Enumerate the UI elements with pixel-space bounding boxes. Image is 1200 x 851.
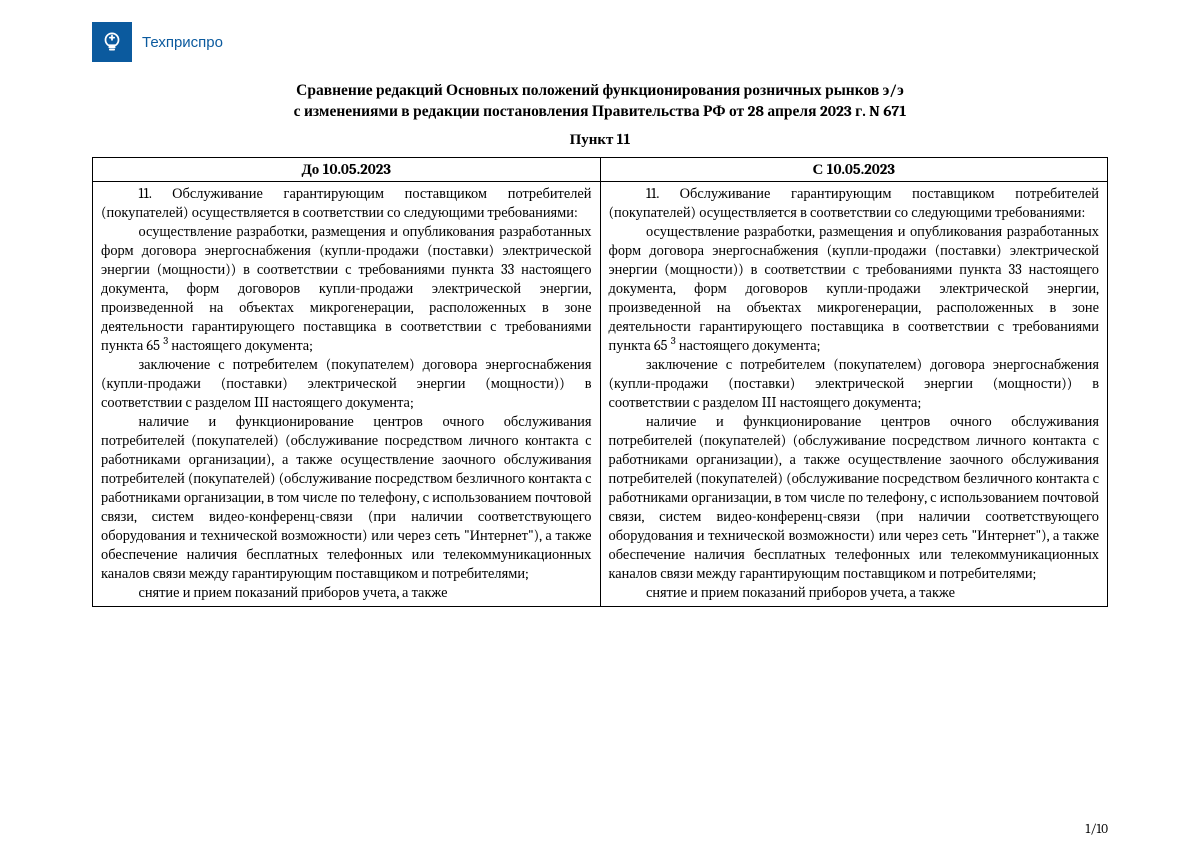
para: наличие и функционирование центров очног…: [101, 412, 592, 583]
para: наличие и функционирование центров очног…: [609, 412, 1100, 583]
cell-before: 11. Обслуживание гарантирующим поставщик…: [93, 181, 601, 606]
para: снятие и прием показаний приборов учета,…: [609, 583, 1100, 602]
para: снятие и прием показаний приборов учета,…: [101, 583, 592, 602]
text: настоящего документа;: [168, 337, 313, 354]
para: заключение с потребителем (покупателем) …: [609, 355, 1100, 412]
text: настоящего документа;: [676, 337, 821, 354]
section-label: Пункт 11: [92, 130, 1108, 149]
text: осуществление разработки, размещения и о…: [609, 223, 1100, 354]
title-line-2: с изменениями в редакции постановления П…: [92, 101, 1108, 122]
cell-after: 11. Обслуживание гарантирующим поставщик…: [600, 181, 1108, 606]
para: осуществление разработки, размещения и о…: [609, 222, 1100, 355]
para: осуществление разработки, размещения и о…: [101, 222, 592, 355]
para: заключение с потребителем (покупателем) …: [101, 355, 592, 412]
title-line-1: Сравнение редакций Основных положений фу…: [92, 80, 1108, 101]
col-header-after: С 10.05.2023: [600, 157, 1108, 181]
col-header-before: До 10.05.2023: [93, 157, 601, 181]
comparison-table: До 10.05.2023 С 10.05.2023 11. Обслужива…: [92, 157, 1108, 607]
text: осуществление разработки, размещения и о…: [101, 223, 592, 354]
brand-header: Техприспро: [92, 22, 1108, 62]
document-title-block: Сравнение редакций Основных положений фу…: [92, 80, 1108, 149]
logo-icon: [92, 22, 132, 62]
page-number: 1/10: [1085, 822, 1108, 837]
para: 11. Обслуживание гарантирующим поставщик…: [101, 184, 592, 222]
brand-name: Техприспро: [142, 34, 223, 51]
para: 11. Обслуживание гарантирующим поставщик…: [609, 184, 1100, 222]
